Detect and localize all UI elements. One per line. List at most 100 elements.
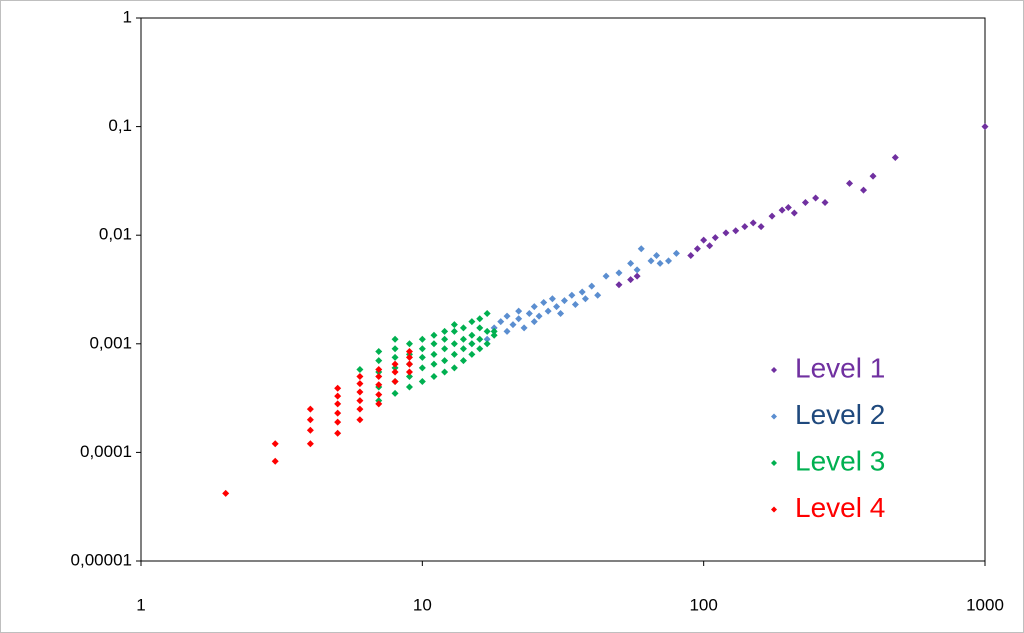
point [441, 345, 449, 353]
point [356, 365, 364, 373]
point [405, 340, 413, 348]
y-tick-label: 1 [123, 7, 132, 26]
point [627, 259, 635, 267]
x-tick-label: 1000 [966, 595, 1004, 614]
point [391, 377, 399, 385]
y-tick-label: 0,0001 [80, 442, 132, 461]
point [483, 335, 491, 343]
point [418, 364, 426, 372]
point [306, 440, 314, 448]
point [391, 364, 399, 372]
point [509, 321, 517, 329]
point [306, 416, 314, 424]
point [356, 405, 364, 413]
point [375, 381, 383, 389]
point [615, 269, 623, 277]
plot-area [140, 17, 986, 562]
point [356, 397, 364, 405]
point [483, 310, 491, 318]
point [693, 245, 701, 253]
x-tick-label: 10 [413, 595, 432, 614]
point [271, 457, 279, 465]
point [741, 223, 749, 231]
point [356, 372, 364, 380]
point [749, 219, 757, 227]
point [418, 377, 426, 385]
point [334, 429, 342, 437]
point [468, 331, 476, 339]
point [405, 372, 413, 380]
point [334, 409, 342, 417]
point [535, 312, 543, 320]
point [588, 282, 596, 290]
point [476, 315, 484, 323]
point [430, 372, 438, 380]
point [441, 327, 449, 335]
point [375, 357, 383, 365]
y-tick-label: 0,001 [89, 333, 132, 352]
point [483, 327, 491, 335]
point [557, 310, 565, 318]
point [821, 199, 829, 207]
point [334, 418, 342, 426]
point [891, 153, 899, 161]
point [578, 288, 586, 296]
legend-marker [771, 460, 777, 466]
point [459, 357, 467, 365]
point [356, 380, 364, 388]
point [450, 350, 458, 358]
point [468, 340, 476, 348]
point [768, 212, 776, 220]
point [430, 331, 438, 339]
point [672, 249, 680, 257]
point [594, 291, 602, 299]
point [801, 199, 809, 207]
point [450, 321, 458, 329]
point [602, 272, 610, 280]
point [450, 340, 458, 348]
point [405, 383, 413, 391]
point [459, 335, 467, 343]
point [334, 384, 342, 392]
point [571, 301, 579, 309]
point [633, 266, 641, 274]
point [544, 307, 552, 315]
point [722, 229, 730, 237]
point [812, 194, 820, 202]
point [687, 252, 695, 260]
point [476, 345, 484, 353]
point [334, 400, 342, 408]
legend-marker [771, 506, 777, 513]
point [656, 259, 664, 267]
point [306, 426, 314, 434]
legend-label: Level 3 [795, 445, 885, 476]
point [306, 405, 314, 413]
point [450, 364, 458, 372]
point [430, 350, 438, 358]
point [450, 327, 458, 335]
point [356, 416, 364, 424]
legend-label: Level 4 [795, 492, 885, 523]
point [356, 388, 364, 396]
point [700, 236, 708, 244]
point [418, 345, 426, 353]
point [525, 310, 533, 318]
point [665, 257, 673, 265]
point [581, 295, 589, 303]
point [503, 327, 511, 335]
point [553, 303, 561, 311]
point [405, 347, 413, 355]
point [391, 335, 399, 343]
point [653, 252, 661, 260]
point [637, 245, 645, 253]
point [391, 353, 399, 361]
point [459, 345, 467, 353]
point [711, 234, 719, 242]
point [418, 335, 426, 343]
point [515, 315, 523, 323]
point [615, 281, 623, 289]
point [430, 340, 438, 348]
point [375, 347, 383, 355]
point [441, 357, 449, 365]
